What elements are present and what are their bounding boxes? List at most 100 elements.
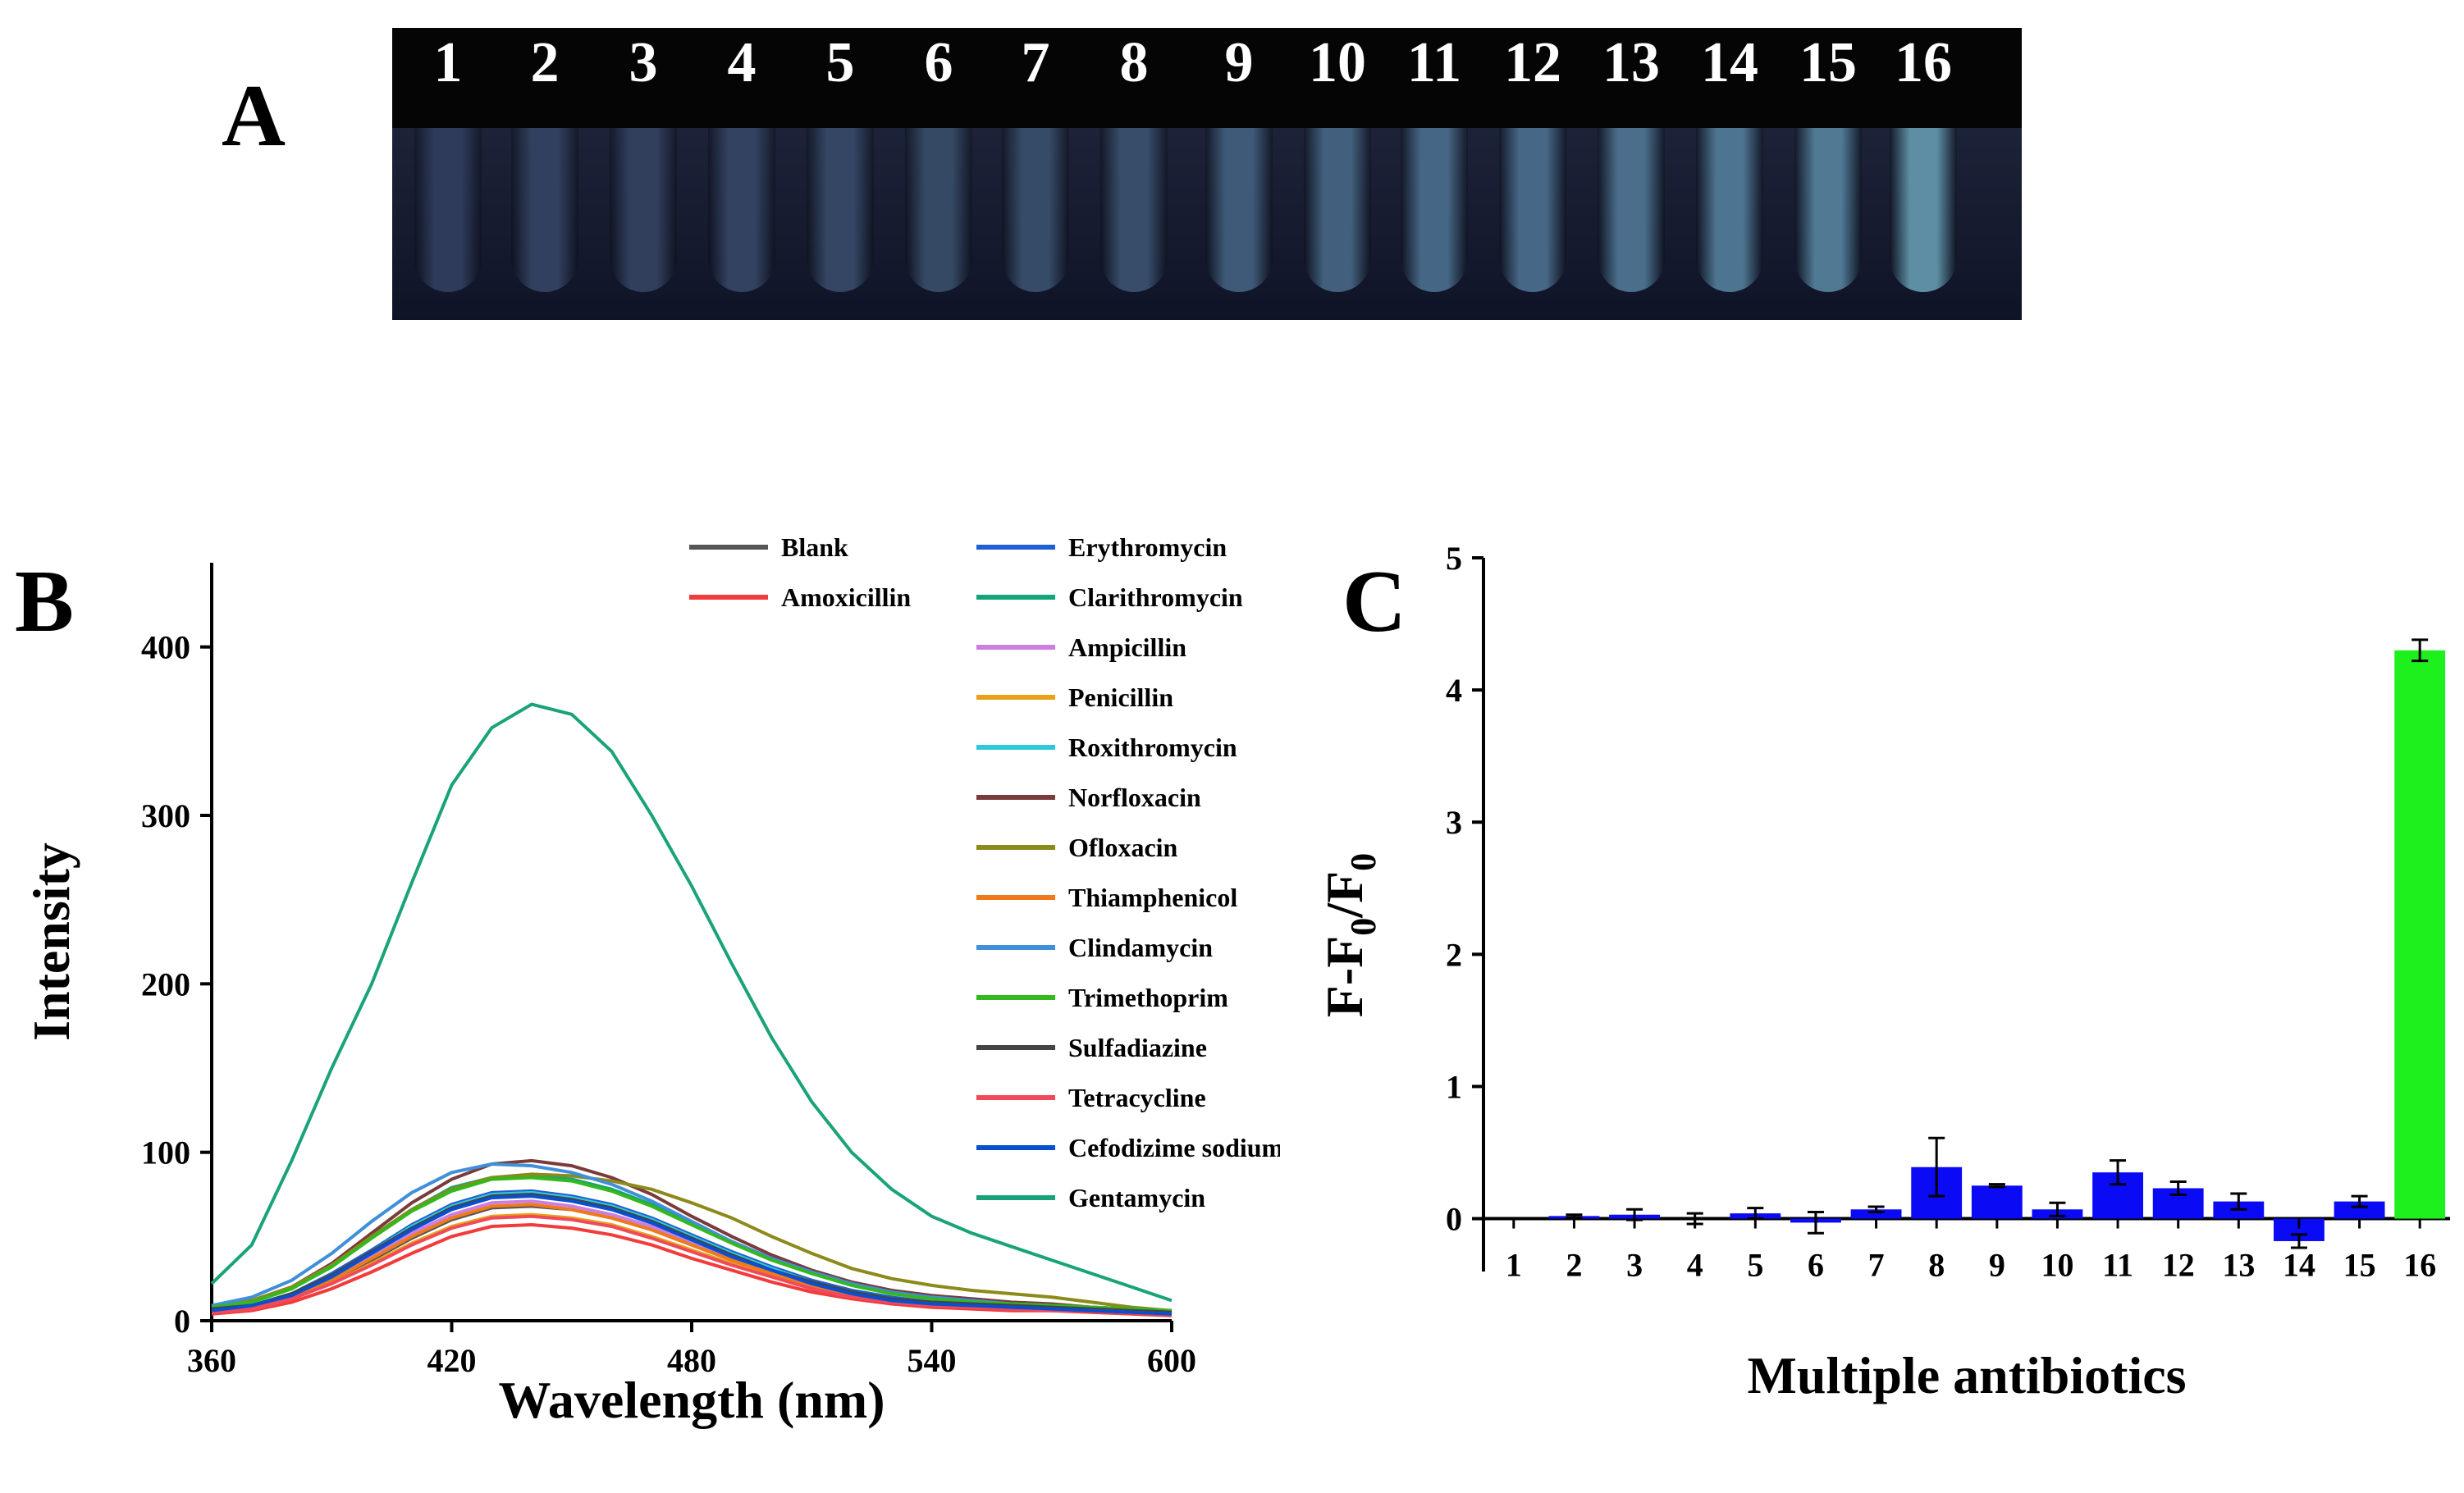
legend-label: Gentamycin [1068, 1183, 1205, 1212]
y-tick-label: 400 [141, 629, 190, 666]
y-tick-label: 1 [1446, 1068, 1462, 1105]
legend-label: Ofloxacin [1068, 833, 1178, 862]
legend-label: Clarithromycin [1068, 582, 1243, 612]
legend-label: Blank [781, 532, 848, 562]
x-tick-label: 16 [2403, 1247, 2436, 1284]
tube-2 [511, 128, 578, 292]
tube-12 [1499, 128, 1566, 292]
tube-label: 6 [924, 31, 953, 94]
legend-label: Roxithromycin [1068, 733, 1237, 762]
y-axis-title-part: /F [1315, 871, 1374, 919]
spectra-chart: 360 420 480 540 600 0 100 200 300 400 Wavelength (… [22, 532, 1280, 1429]
x-tick-label: 1 [1506, 1247, 1522, 1284]
legend-label: Tetracycline [1068, 1083, 1206, 1112]
y-tick-label: 0 [1446, 1201, 1462, 1238]
x-tick-label: 600 [1147, 1342, 1196, 1379]
x-tick-label: 13 [2222, 1247, 2255, 1284]
y-tick-label: 4 [1446, 672, 1462, 709]
tube-11 [1401, 128, 1468, 292]
legend-label: Trimethoprim [1068, 983, 1228, 1012]
x-tick-label: 4 [1687, 1247, 1703, 1284]
tube-8 [1100, 128, 1168, 292]
tube-15 [1794, 128, 1862, 292]
y-tick-label: 3 [1446, 804, 1462, 841]
y-tick-label: 2 [1446, 936, 1462, 973]
legend-label: Erythromycin [1068, 532, 1227, 562]
y-axis-title-part: F-F [1315, 936, 1374, 1018]
y-tick-label: 300 [141, 797, 190, 834]
tube-label: 13 [1602, 31, 1660, 94]
legend-label: Sulfadiazine [1068, 1033, 1207, 1062]
tube-label: 15 [1799, 31, 1857, 94]
bar-9 [1971, 1185, 2023, 1219]
legend-label: Ampicillin [1068, 632, 1186, 662]
panel-c-letter: C [1342, 553, 1406, 651]
x-tick-label: 11 [2102, 1247, 2133, 1284]
tube-label: 4 [727, 31, 757, 94]
series-line-gentamycin [210, 702, 1173, 1303]
panel-b-letter: B [15, 553, 75, 651]
y-tick-label: 5 [1446, 540, 1462, 577]
y-axis-title-part: 0 [1343, 918, 1383, 936]
tube-13 [1598, 128, 1665, 292]
tube-5 [807, 128, 874, 292]
y-axis-title: Intensity [22, 842, 80, 1041]
tube-4 [708, 128, 775, 292]
tube-10 [1304, 128, 1371, 292]
x-tick-label: 2 [1566, 1247, 1582, 1284]
y-tick-label: 0 [174, 1303, 190, 1340]
series-line-cefodizime-sodium [211, 1194, 1173, 1316]
tube-1 [414, 128, 482, 292]
bar-16 [2394, 650, 2446, 1219]
x-axis-title: Wavelength (nm) [498, 1371, 885, 1429]
x-tick-label: 5 [1747, 1247, 1763, 1284]
tube-3 [610, 128, 677, 292]
series-line-norfloxacin [211, 1158, 1173, 1314]
tube-label-band [392, 28, 2022, 128]
legend-label: Norfloxacin [1068, 783, 1201, 812]
tube-label: 9 [1224, 31, 1254, 94]
x-tick-label: 480 [667, 1342, 716, 1379]
y-tick-label: 200 [141, 966, 190, 1002]
x-tick-label: 10 [2041, 1247, 2073, 1284]
tube-16 [1890, 128, 1957, 292]
y-axis-title-part: 0 [1343, 853, 1383, 871]
tube-label: 14 [1701, 31, 1758, 94]
x-tick-label: 8 [1928, 1247, 1945, 1284]
y-axis-title: F-F0/F0 [1315, 853, 1383, 1017]
legend-label: Clindamycin [1068, 933, 1213, 962]
x-tick-label: 14 [2283, 1247, 2315, 1284]
x-tick-label: 6 [1808, 1247, 1824, 1284]
x-axis-title: Multiple antibiotics [1747, 1346, 2186, 1404]
bar-15 [2334, 1201, 2385, 1219]
tube-label: 7 [1021, 31, 1050, 94]
tube-label: 3 [629, 31, 658, 94]
x-tick-label: 9 [1989, 1247, 2005, 1284]
x-tick-label: 420 [427, 1342, 477, 1379]
bar-7 [1850, 1209, 1902, 1219]
tube-label: 5 [825, 31, 855, 94]
x-tick-label: 7 [1868, 1247, 1885, 1284]
x-tick-label: 3 [1626, 1247, 1643, 1284]
y-tick-label: 100 [141, 1135, 190, 1171]
panel-a-letter: A [222, 67, 286, 165]
x-tick-label: 15 [2343, 1247, 2376, 1284]
x-tick-label: 12 [2162, 1247, 2195, 1284]
legend-label: Amoxicillin [781, 582, 911, 612]
legend-label: Thiamphenicol [1068, 883, 1237, 912]
tube-label: 11 [1406, 31, 1462, 94]
tube-9 [1205, 128, 1273, 292]
tube-label: 10 [1309, 31, 1366, 94]
x-tick-label: 360 [187, 1342, 236, 1379]
tube-label: 8 [1119, 31, 1149, 94]
tube-7 [1002, 128, 1069, 292]
legend-label: Cefodizime sodium [1068, 1133, 1280, 1162]
tube-label: 2 [530, 31, 560, 94]
tube-label: 1 [433, 31, 463, 94]
x-tick-label: 540 [907, 1342, 957, 1379]
tube-label: 12 [1504, 31, 1561, 94]
tube-label: 16 [1895, 31, 1952, 94]
legend-label: Penicillin [1068, 683, 1173, 712]
tube-6 [905, 128, 972, 292]
